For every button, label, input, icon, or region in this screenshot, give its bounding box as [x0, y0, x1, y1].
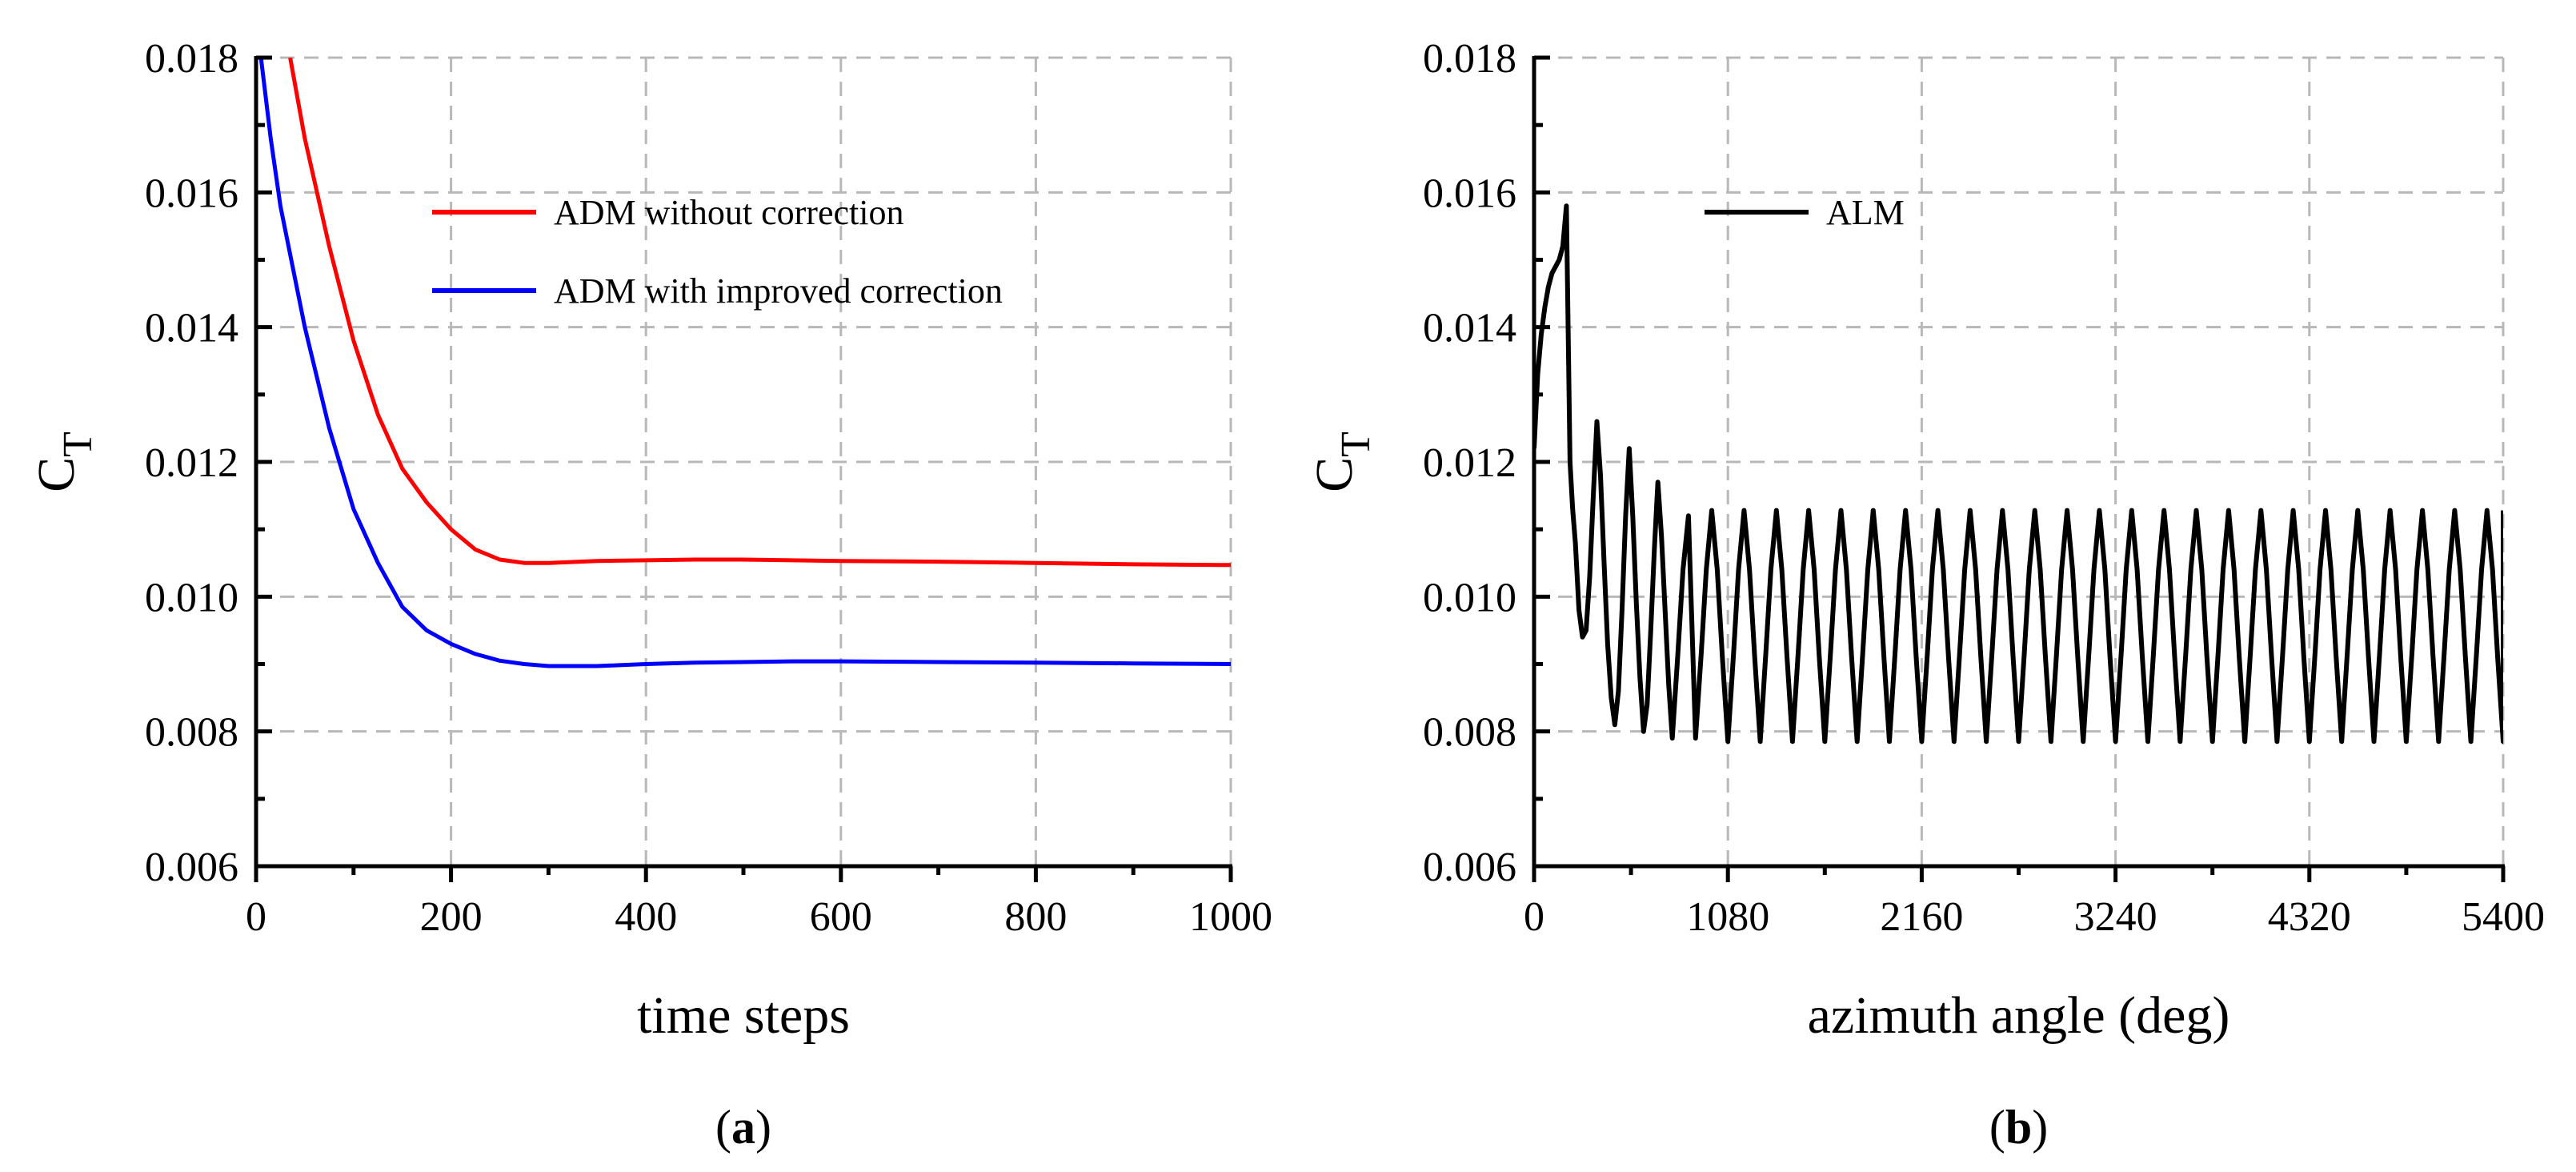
series-line-1 — [258, 58, 1231, 668]
y-tick-label: 0.006 — [145, 845, 238, 890]
y-axis-title-main: C — [1305, 457, 1364, 492]
legend-label-0: ADM without correction — [554, 193, 903, 232]
y-tick-label: 0.012 — [145, 440, 238, 486]
series-line-0 — [288, 58, 1231, 568]
series-line-0 — [1534, 203, 2503, 745]
y-axis-title: CT — [27, 431, 101, 492]
x-tick-label: 200 — [420, 894, 483, 940]
chart-panel-b: ALM 0 1080 2160 3240 4320 5400 0.006 0.008 0.010 0… — [1305, 36, 2545, 1154]
x-tick-label: 2160 — [1880, 894, 1963, 940]
x-tick-label: 1000 — [1189, 894, 1272, 940]
panel-label-letter: b — [2005, 1101, 2032, 1154]
x-tick-label: 400 — [615, 894, 677, 940]
x-axis-title: time steps — [637, 986, 850, 1045]
y-tick-label: 0.012 — [1423, 440, 1516, 486]
chart-panel-a: ADM without correction ADM with improved … — [27, 36, 1272, 1154]
panel-label-open: ( — [1989, 1101, 2005, 1154]
panel-label-letter: a — [731, 1101, 755, 1154]
x-tick-label: 4320 — [2268, 894, 2351, 940]
y-axis-title: CT — [1305, 431, 1379, 492]
panel-label: (b) — [1989, 1101, 2048, 1154]
y-tick-label: 0.016 — [145, 171, 238, 216]
panel-label-open: ( — [715, 1101, 731, 1154]
legend-label-0: ALM — [1826, 193, 1905, 232]
y-tick-label: 0.008 — [145, 710, 238, 756]
y-tick-label: 0.006 — [1423, 845, 1516, 890]
y-tick-label: 0.010 — [145, 575, 238, 620]
x-tick-label: 1080 — [1686, 894, 1769, 940]
y-tick-label: 0.014 — [145, 306, 238, 351]
y-axis-title-subscript: T — [55, 431, 101, 457]
y-tick-label: 0.014 — [1423, 306, 1516, 351]
x-tick-label: 3240 — [2074, 894, 2157, 940]
x-axis-title: azimuth angle (deg) — [1808, 986, 2230, 1045]
y-axis-title-subscript: T — [1333, 431, 1379, 457]
x-tick-label: 0 — [1524, 894, 1544, 940]
panel-label: (a) — [715, 1101, 771, 1154]
y-axis-title-main: C — [27, 457, 86, 492]
x-tick-label: 600 — [810, 894, 872, 940]
y-tick-label: 0.016 — [1423, 171, 1516, 216]
y-tick-label: 0.018 — [145, 36, 238, 82]
y-tick-label: 0.008 — [1423, 710, 1516, 756]
y-tick-label: 0.010 — [1423, 575, 1516, 620]
y-tick-label: 0.018 — [1423, 36, 1516, 82]
x-tick-label: 0 — [246, 894, 266, 940]
panel-label-close: ) — [2032, 1101, 2048, 1154]
x-tick-label: 5400 — [2462, 894, 2545, 940]
x-tick-label: 800 — [1004, 894, 1067, 940]
legend-label-1: ADM with improved correction — [554, 271, 1003, 311]
panel-label-close: ) — [755, 1101, 771, 1154]
